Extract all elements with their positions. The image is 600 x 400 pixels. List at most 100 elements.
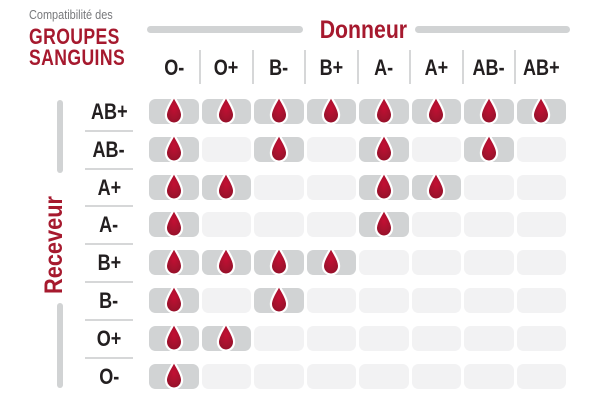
column-divider [514,50,516,84]
cell-A--from-AB- [464,212,514,238]
receiver-axis-label: Receveur [40,196,68,294]
cell-O+-from-A- [359,325,409,351]
column-divider [304,50,306,84]
row-header-text: AB+ [90,99,128,124]
blood-drop-icon [164,132,183,163]
blood-drop-icon [164,170,183,201]
cell-O+-from-O+ [201,321,251,352]
cell-B--from-AB- [464,288,514,313]
col-header-text: A- [374,55,394,80]
cell-O+-from-B- [254,325,304,351]
column-divider [199,50,201,84]
cell-AB+-from-O- [149,95,199,125]
blood-drop-icon [374,170,393,201]
cell-B+-from-O- [149,246,199,276]
receiver-rule-top [57,100,63,173]
blood-drop-icon [374,208,393,239]
blood-drop-icon [216,95,236,125]
row-divider [85,167,133,170]
blood-drop-icon [479,132,498,163]
donor-axis-label: Donneur [303,16,423,44]
cell-A--from-AB+ [516,212,566,238]
cell-A--from-A+ [411,212,461,238]
cell-B--from-O+ [201,288,251,313]
cell-AB+-from-A+ [411,95,461,125]
cell-B--from-B+ [306,288,356,313]
cell-A+-from-B- [254,174,304,200]
row-divider [85,318,133,321]
col-header-text: B- [269,55,289,80]
cell-B--from-O- [149,284,199,314]
row-header-AB+: AB+ [78,97,140,126]
cell-O--from-B- [254,363,304,389]
donor-rule-left [147,26,303,33]
title-block: Compatibilité des GROUPES SANGUINS [29,7,149,69]
title-line1: GROUPES [29,24,120,49]
cell-A--from-B+ [306,212,356,238]
cell-A+-from-B+ [306,174,356,200]
cell-A+-from-AB+ [516,174,566,200]
cell-AB+-from-AB+ [516,95,566,125]
blood-drop-icon [216,246,236,276]
row-header-text: A- [99,212,119,238]
cell-A--from-A- [359,208,409,239]
cell-A+-from-O+ [201,170,251,201]
row-header-O-: O- [78,362,140,391]
cell-A--from-O- [149,208,199,239]
cell-B+-from-A- [359,250,409,276]
cell-B--from-AB+ [516,288,566,313]
cell-AB--from-O- [149,132,199,163]
cell-AB+-from-AB- [464,95,514,125]
blood-drop-icon [164,208,183,239]
blood-drop-icon [269,95,288,125]
col-header-A+: A+ [407,52,467,84]
cell-B+-from-A+ [411,250,461,276]
cell-O+-from-AB- [464,325,514,351]
row-header-text: A+ [97,174,121,200]
cell-O+-from-B+ [306,325,356,351]
row-header-B+: B+ [78,248,140,277]
col-header-B-: B- [249,52,309,84]
cell-B--from-A+ [411,288,461,313]
cell-B+-from-AB- [464,250,514,276]
cell-AB--from-A- [359,132,409,163]
blood-drop-icon [269,132,288,163]
cell-AB--from-AB- [464,132,514,163]
col-header-A-: A- [354,52,414,84]
cell-O+-from-O- [149,321,199,352]
receiver-rule-bottom [57,303,63,388]
row-header-text: B+ [97,250,121,276]
blood-drop-icon [374,132,393,163]
col-header-B+: B+ [302,52,362,84]
cell-O--from-A- [359,363,409,389]
blood-drop-icon [216,170,236,201]
col-header-text: A+ [424,55,449,80]
donor-axis-label-text: Donneur [319,16,407,44]
row-header-AB-: AB- [78,135,140,164]
blood-drop-icon [426,170,446,201]
row-divider [85,281,133,283]
row-header-A-: A- [78,210,140,239]
col-header-AB+: AB+ [512,52,572,84]
column-divider [409,50,411,84]
blood-drop-icon [321,246,341,276]
cell-B--from-A- [359,288,409,313]
cell-A--from-B- [254,212,304,238]
cell-AB+-from-O+ [201,95,251,125]
cell-AB--from-A+ [411,136,461,162]
col-header-text: O+ [213,55,239,80]
row-header-A+: A+ [78,173,140,202]
cell-A+-from-O- [149,170,199,201]
cell-AB--from-B- [254,132,304,163]
cell-A+-from-A+ [411,170,461,201]
row-header-text: O- [98,363,120,389]
col-header-text: O- [163,55,184,80]
blood-drop-icon [374,95,393,125]
blood-drop-icon [269,284,288,314]
cell-B+-from-O+ [201,246,251,276]
cell-B--from-B- [254,284,304,314]
blood-drop-icon [216,321,236,352]
cell-O+-from-AB+ [516,325,566,351]
blood-drop-icon [164,246,183,276]
row-divider [85,205,133,208]
